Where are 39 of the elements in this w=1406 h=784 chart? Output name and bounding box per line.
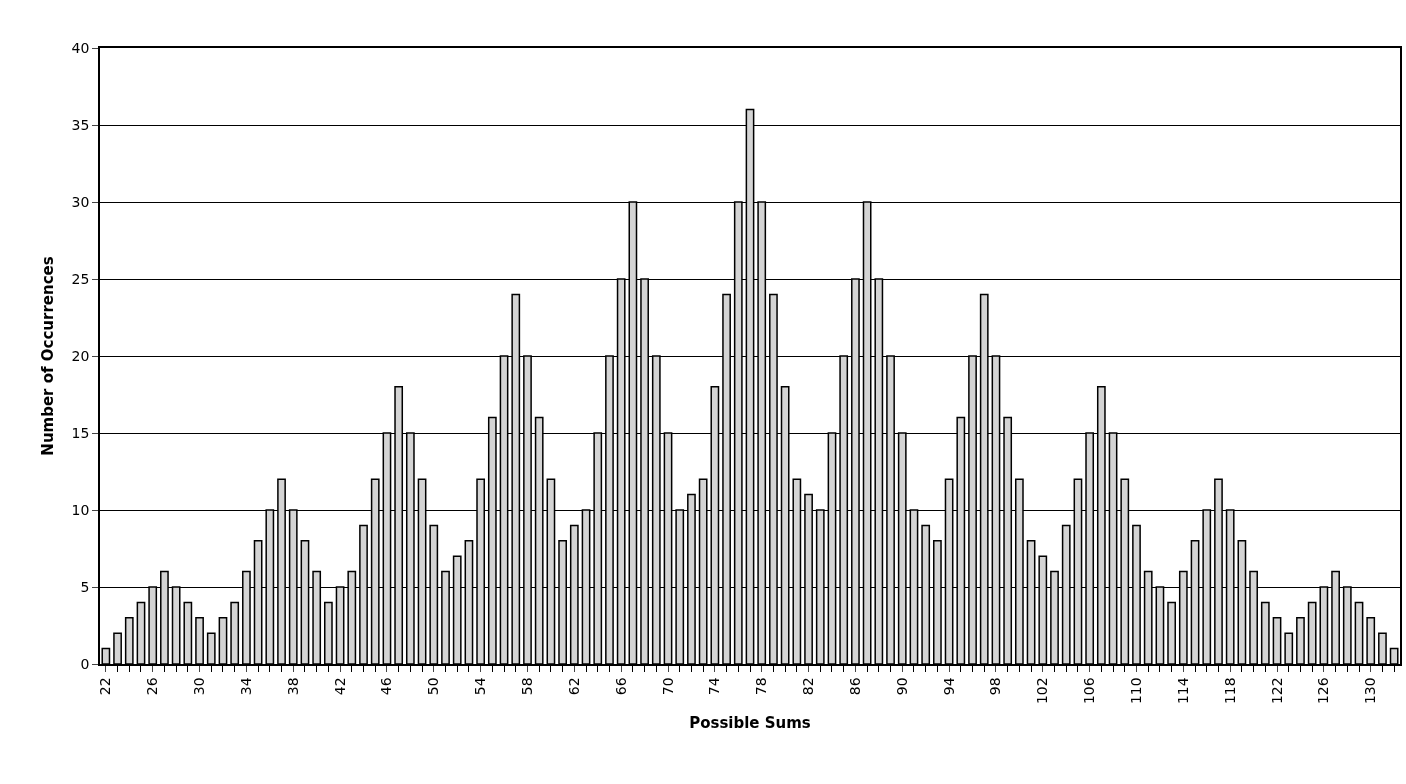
x-tick-label: 126 <box>1315 677 1332 705</box>
x-tick-label: 90 <box>893 677 910 696</box>
x-tick-label: 30 <box>191 677 208 696</box>
y-tick-label: 10 <box>71 501 90 518</box>
x-tick-label: 102 <box>1034 677 1051 705</box>
x-tick-label: 86 <box>846 677 863 696</box>
y-tick-label: 0 <box>80 655 90 672</box>
y-tick-label: 35 <box>71 116 90 133</box>
x-tick-label: 74 <box>706 677 723 696</box>
y-axis-title: Number of Occurrences <box>39 256 58 456</box>
y-tick-label: 20 <box>71 347 90 364</box>
x-tick-label: 50 <box>425 677 442 696</box>
x-tick-label: 122 <box>1268 677 1285 705</box>
x-tick-label: 94 <box>940 677 957 696</box>
x-tick-label: 110 <box>1128 677 1145 705</box>
x-tick-label: 130 <box>1362 677 1379 705</box>
x-tick-label: 114 <box>1174 677 1191 705</box>
x-tick-label: 58 <box>519 677 536 696</box>
x-tick-label: 38 <box>284 677 301 696</box>
x-tick-label: 62 <box>565 677 582 696</box>
x-tick-label: 54 <box>472 677 489 696</box>
x-tick-label: 78 <box>753 677 770 696</box>
x-tick-label: 98 <box>987 677 1004 696</box>
x-tick-label: 70 <box>659 677 676 696</box>
x-tick-label: 22 <box>97 677 114 696</box>
y-tick-label: 15 <box>71 424 90 441</box>
x-axis-title: Possible Sums <box>689 713 811 732</box>
x-tick-label: 118 <box>1221 677 1238 705</box>
x-tick-label: 46 <box>378 677 395 696</box>
x-tick-label: 42 <box>331 677 348 696</box>
x-tick-label: 106 <box>1081 677 1098 705</box>
x-tick-label: 34 <box>237 677 254 696</box>
x-tick-label: 82 <box>800 677 817 696</box>
y-tick-label: 5 <box>80 578 90 595</box>
y-tick-label: 40 <box>71 39 90 56</box>
x-tick-label: 66 <box>612 677 629 696</box>
x-tick-label: 26 <box>144 677 161 696</box>
y-tick-label: 30 <box>71 193 90 210</box>
y-tick-label: 25 <box>71 270 90 287</box>
